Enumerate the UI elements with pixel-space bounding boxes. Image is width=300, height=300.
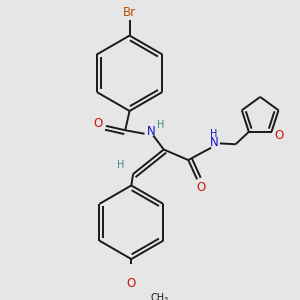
Text: O: O: [274, 129, 283, 142]
Text: H: H: [210, 129, 218, 139]
Text: Br: Br: [123, 6, 136, 19]
Text: CH₃: CH₃: [150, 293, 168, 300]
Text: O: O: [196, 181, 205, 194]
Text: O: O: [93, 117, 103, 130]
Text: H: H: [158, 120, 165, 130]
Text: N: N: [210, 136, 219, 149]
Text: O: O: [127, 277, 136, 290]
Text: N: N: [147, 125, 156, 139]
Text: H: H: [117, 160, 124, 170]
